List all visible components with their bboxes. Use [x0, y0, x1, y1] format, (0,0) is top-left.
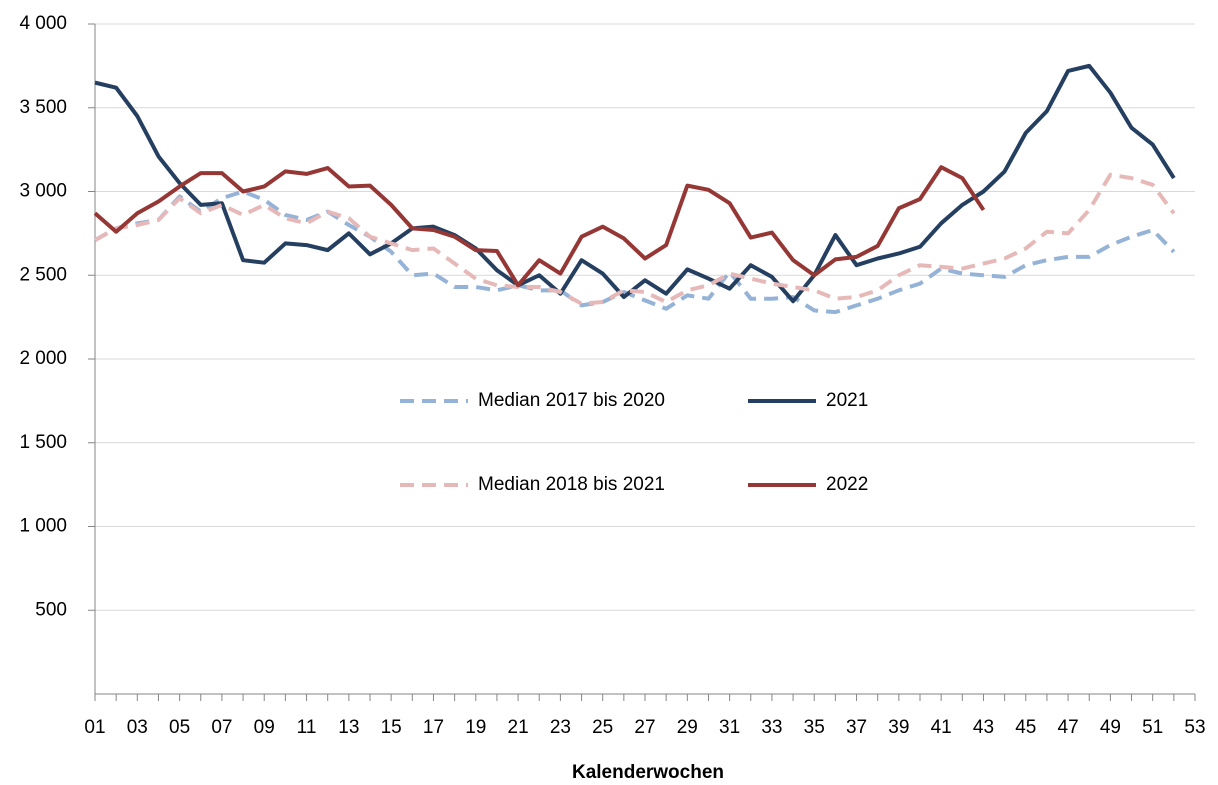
x-tick-label: 45	[1015, 717, 1036, 738]
y-tick-label: 4 000	[19, 13, 67, 34]
x-tick-label: 17	[423, 717, 444, 738]
x-tick-label: 15	[381, 717, 402, 738]
x-tick-label: 09	[254, 717, 275, 738]
x-tick-label: 35	[804, 717, 825, 738]
x-tick-label: 31	[719, 717, 740, 738]
x-tick-label: 43	[973, 717, 994, 738]
x-tick-label: 47	[1058, 717, 1079, 738]
x-tick-label: 41	[931, 717, 952, 738]
y-tick-label: 1 000	[19, 516, 67, 537]
legend-label: 2021	[826, 390, 868, 411]
x-tick-label: 53	[1184, 717, 1205, 738]
x-tick-label: 37	[846, 717, 867, 738]
x-tick-label: 07	[211, 717, 232, 738]
x-tick-label: 39	[888, 717, 909, 738]
x-tick-label: 33	[761, 717, 782, 738]
y-tick-label: 1 500	[19, 432, 67, 453]
x-tick-label: 23	[550, 717, 571, 738]
x-tick-label: 29	[677, 717, 698, 738]
legend-label: Median 2017 bis 2020	[478, 390, 665, 411]
x-tick-label: 19	[465, 717, 486, 738]
x-tick-label: 25	[592, 717, 613, 738]
legend-label: Median 2018 bis 2021	[478, 474, 665, 495]
series-line	[93, 165, 986, 288]
x-tick-label: 05	[169, 717, 190, 738]
y-tick-label: 2 000	[19, 348, 67, 369]
legend-label: 2022	[826, 474, 868, 495]
x-tick-label: 11	[297, 717, 317, 738]
x-tick-label: 13	[338, 717, 359, 738]
y-tick-label: 2 500	[19, 264, 67, 285]
x-tick-label: 49	[1100, 717, 1121, 738]
x-tick-label: 01	[84, 717, 105, 738]
x-tick-label: 21	[508, 717, 529, 738]
x-tick-label: 03	[127, 717, 148, 738]
y-tick-label: 500	[35, 599, 67, 620]
x-tick-label: 51	[1142, 717, 1163, 738]
series-line	[94, 63, 1176, 304]
series-line	[94, 189, 1176, 315]
x-axis-title: Kalenderwochen	[572, 762, 724, 783]
y-tick-label: 3 000	[19, 181, 67, 202]
y-tick-label: 3 500	[19, 97, 67, 118]
x-tick-label: 27	[634, 717, 655, 738]
series-line	[94, 172, 1176, 306]
